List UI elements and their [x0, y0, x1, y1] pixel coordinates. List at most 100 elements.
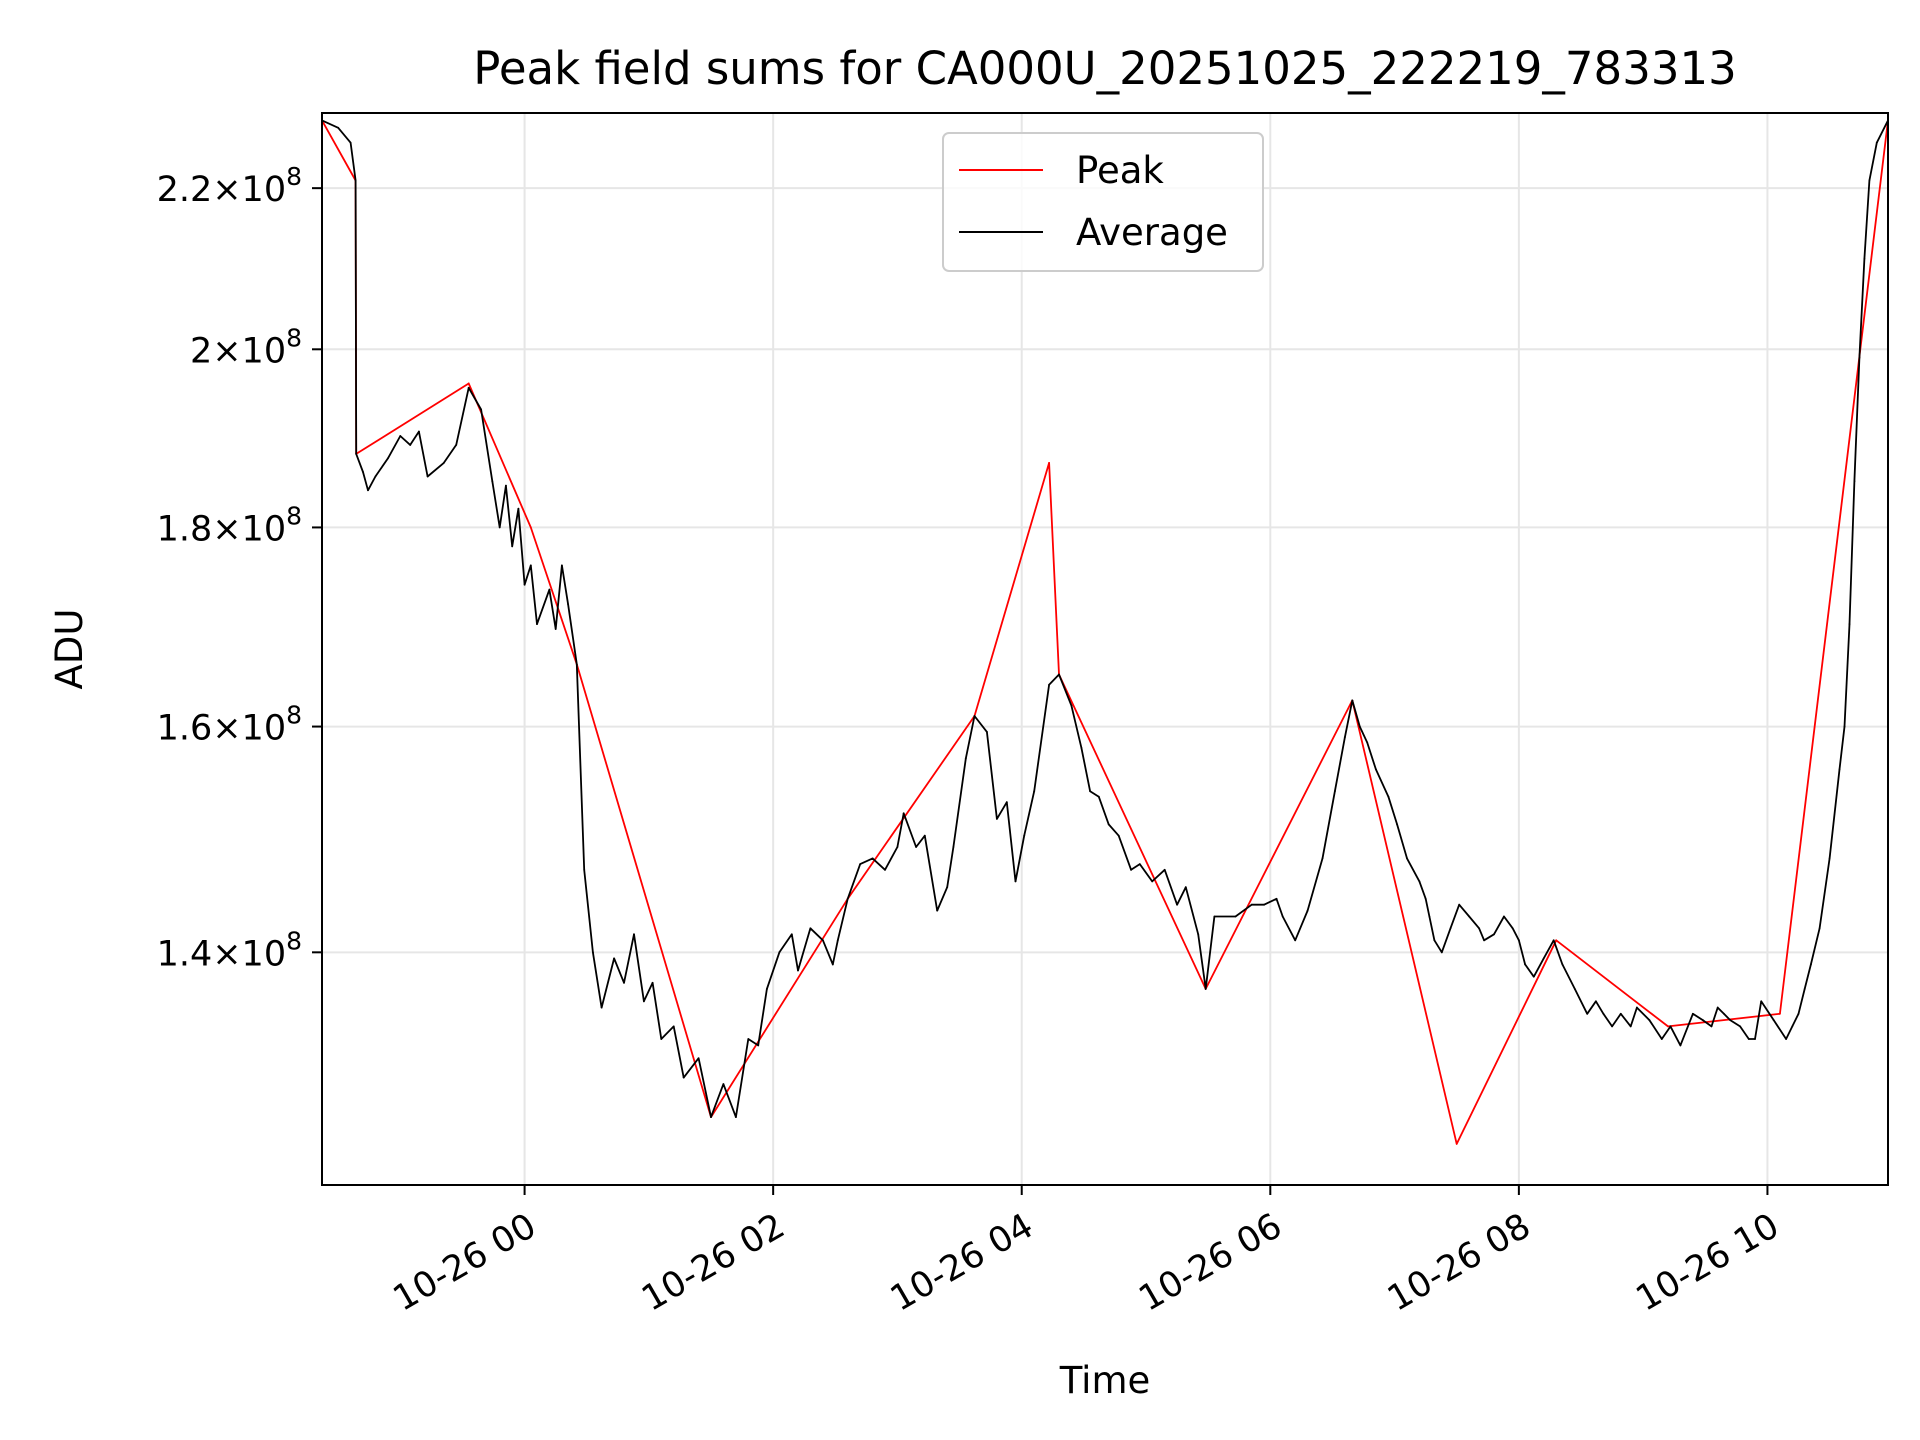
data-point-average [1396, 823, 1398, 826]
y-tick-label: 1.4×108 [157, 926, 302, 974]
data-point-average [896, 846, 899, 848]
data-point-average [1250, 903, 1253, 906]
data-point-average [1138, 863, 1141, 865]
data-point-average [1524, 963, 1526, 966]
series-layer [321, 119, 1889, 1145]
data-point-average [1449, 927, 1452, 930]
data-point-average [710, 1116, 712, 1118]
data-point-average [1848, 623, 1851, 625]
data-point-average [1503, 915, 1505, 918]
data-point-average [409, 444, 412, 446]
data-point-average [1573, 988, 1576, 990]
data-point-average [1351, 699, 1354, 702]
data-point-average [1058, 673, 1060, 676]
data-point-average [1204, 988, 1207, 990]
y-tick-label: 2×108 [190, 323, 302, 371]
data-point-average [354, 179, 357, 182]
data-point-average [1263, 903, 1265, 906]
data-point-average [1478, 927, 1480, 930]
data-point-average [1458, 903, 1461, 906]
data-point-average [491, 480, 494, 483]
data-point-average [1803, 988, 1806, 990]
data-point-average [831, 963, 834, 966]
data-point-average [1089, 790, 1091, 793]
data-point-average [1669, 1025, 1672, 1028]
data-point-average [455, 444, 458, 446]
x-axis-title: Time [1059, 1359, 1151, 1402]
data-point-average [682, 1076, 685, 1079]
data-point-average [583, 868, 586, 871]
data-point-average [1493, 933, 1495, 936]
data-point-average [651, 981, 654, 984]
data-point-average [517, 507, 520, 510]
data-point-average [536, 623, 538, 625]
data-point-average [1838, 768, 1841, 771]
data-point-average [797, 969, 799, 972]
data-point-average [480, 408, 482, 411]
y-axis: 1.4×108 1.6×108 1.8×108 2×108 2.2×108 [157, 162, 322, 974]
data-point-average [809, 927, 812, 930]
data-point-average [1679, 1044, 1682, 1047]
data-point-average [1818, 927, 1821, 930]
data-point-peak [1455, 1143, 1458, 1145]
data-point-average [349, 141, 352, 144]
data-point-average [1791, 1025, 1794, 1028]
data-point-average [1433, 939, 1436, 942]
data-point-average [1406, 857, 1408, 860]
data-point-average [560, 564, 563, 567]
data-point-peak [1778, 1012, 1781, 1015]
data-point-average [1281, 915, 1284, 918]
y-axis-title: ADU [48, 609, 91, 690]
data-point-average [467, 386, 470, 389]
data-point-average [386, 457, 389, 460]
data-point-average [1375, 768, 1377, 771]
data-point-average [355, 453, 358, 455]
data-point-average [426, 475, 429, 478]
data-point-average [1033, 790, 1036, 793]
data-point-average [952, 846, 955, 848]
data-point-average [1234, 915, 1237, 918]
data-point-average [548, 588, 551, 591]
data-point-average [1483, 939, 1485, 942]
data-point-average [1868, 179, 1871, 182]
data-point-average [871, 857, 874, 860]
data-point-average [511, 545, 514, 548]
data-point-average [613, 957, 615, 960]
data-point-peak [1048, 462, 1050, 464]
data-point-average [1660, 1038, 1663, 1040]
data-point-peak [529, 526, 532, 529]
data-point-average [1586, 1012, 1589, 1015]
data-point-average [1440, 951, 1443, 954]
data-point-average [1723, 1012, 1725, 1015]
data-point-average [374, 475, 377, 478]
data-point-average [1561, 963, 1564, 966]
data-point-average [1754, 1038, 1756, 1040]
data-point-average [1843, 725, 1846, 728]
data-point-average [1552, 939, 1555, 942]
legend-label-average: Average [1076, 211, 1228, 254]
data-point-average [1517, 939, 1520, 942]
data-point-average [362, 471, 364, 473]
data-point-average [1710, 1025, 1713, 1028]
data-point-average [1334, 790, 1336, 793]
data-point-average [1184, 886, 1187, 889]
data-point-average [986, 730, 988, 733]
data-point-average [1343, 736, 1346, 739]
data-point-average [600, 1006, 603, 1009]
data-point-average [1023, 834, 1026, 837]
data-point-average [1716, 1006, 1719, 1009]
data-point-average [1875, 141, 1878, 144]
data-point-average [902, 812, 905, 815]
data-point-average [1747, 1038, 1750, 1040]
data-point-average [766, 988, 768, 990]
data-point-average [1636, 1006, 1638, 1009]
data-point-average [1691, 1012, 1694, 1015]
data-point-average [1321, 857, 1324, 860]
data-point-average [1213, 915, 1216, 918]
data-point-average [1739, 1025, 1741, 1028]
data-point-average [1629, 1025, 1632, 1028]
data-point-average [672, 1025, 675, 1028]
data-point-average [964, 757, 967, 760]
data-point-average [567, 603, 569, 606]
data-point-average [1701, 1019, 1704, 1021]
